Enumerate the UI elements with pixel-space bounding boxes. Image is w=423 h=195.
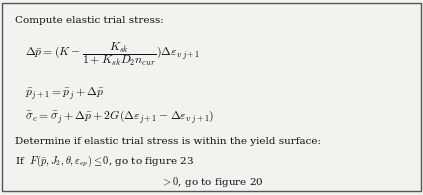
Text: Determine if elastic trial stress is within the yield surface:: Determine if elastic trial stress is wit… [15,137,321,146]
Text: Compute elastic trial stress:: Compute elastic trial stress: [15,16,164,25]
Text: If  $F(\bar{p}, J_2, \theta, \varepsilon_{ep}) \leq 0$, go to figure 23: If $F(\bar{p}, J_2, \theta, \varepsilon_… [15,153,194,168]
Text: $\bar{\sigma}_e = \bar{\sigma}_j + \Delta\bar{p} + 2G(\Delta\varepsilon_{j+1} - : $\bar{\sigma}_e = \bar{\sigma}_j + \Delt… [25,108,215,126]
FancyBboxPatch shape [2,3,421,191]
Text: $> 0$, go to figure 20: $> 0$, go to figure 20 [161,175,264,189]
Text: $\bar{p}_{j+1} = \bar{p}_j + \Delta\bar{p}$: $\bar{p}_{j+1} = \bar{p}_j + \Delta\bar{… [25,85,105,102]
Text: $\Delta\bar{p} = (K - \dfrac{K_{sk}}{1 + K_{sk}D_2n_{cur}})\Delta\varepsilon_{v\: $\Delta\bar{p} = (K - \dfrac{K_{sk}}{1 +… [25,41,201,68]
